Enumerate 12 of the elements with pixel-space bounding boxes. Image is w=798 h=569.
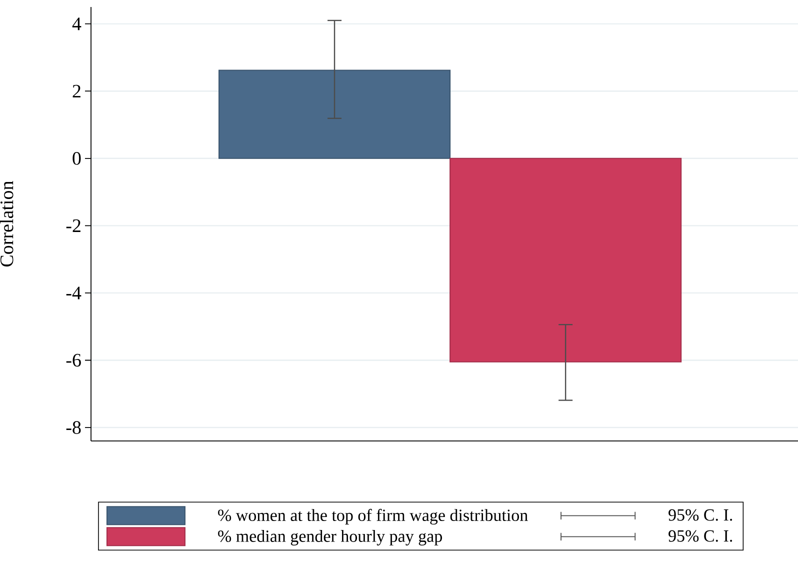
y-tick-label: 0 [72, 152, 81, 165]
text: 95% C. I. [668, 530, 732, 542]
y-tick-label: -2 [66, 219, 80, 232]
text: 95% C. I. [668, 509, 732, 521]
y-tick-label: -8 [66, 421, 81, 434]
legend-label: % women at the top of firm wage distribution [218, 508, 528, 525]
y-axis-title: Correlation [0, 181, 14, 266]
y-tick-label: 4 [72, 18, 82, 30]
y-tick-label: -6 [66, 354, 81, 367]
y-tick-label: -4 [66, 286, 82, 300]
y-tick-label: 2 [72, 84, 80, 98]
legend-label: % median gender hourly pay gap [218, 530, 442, 546]
